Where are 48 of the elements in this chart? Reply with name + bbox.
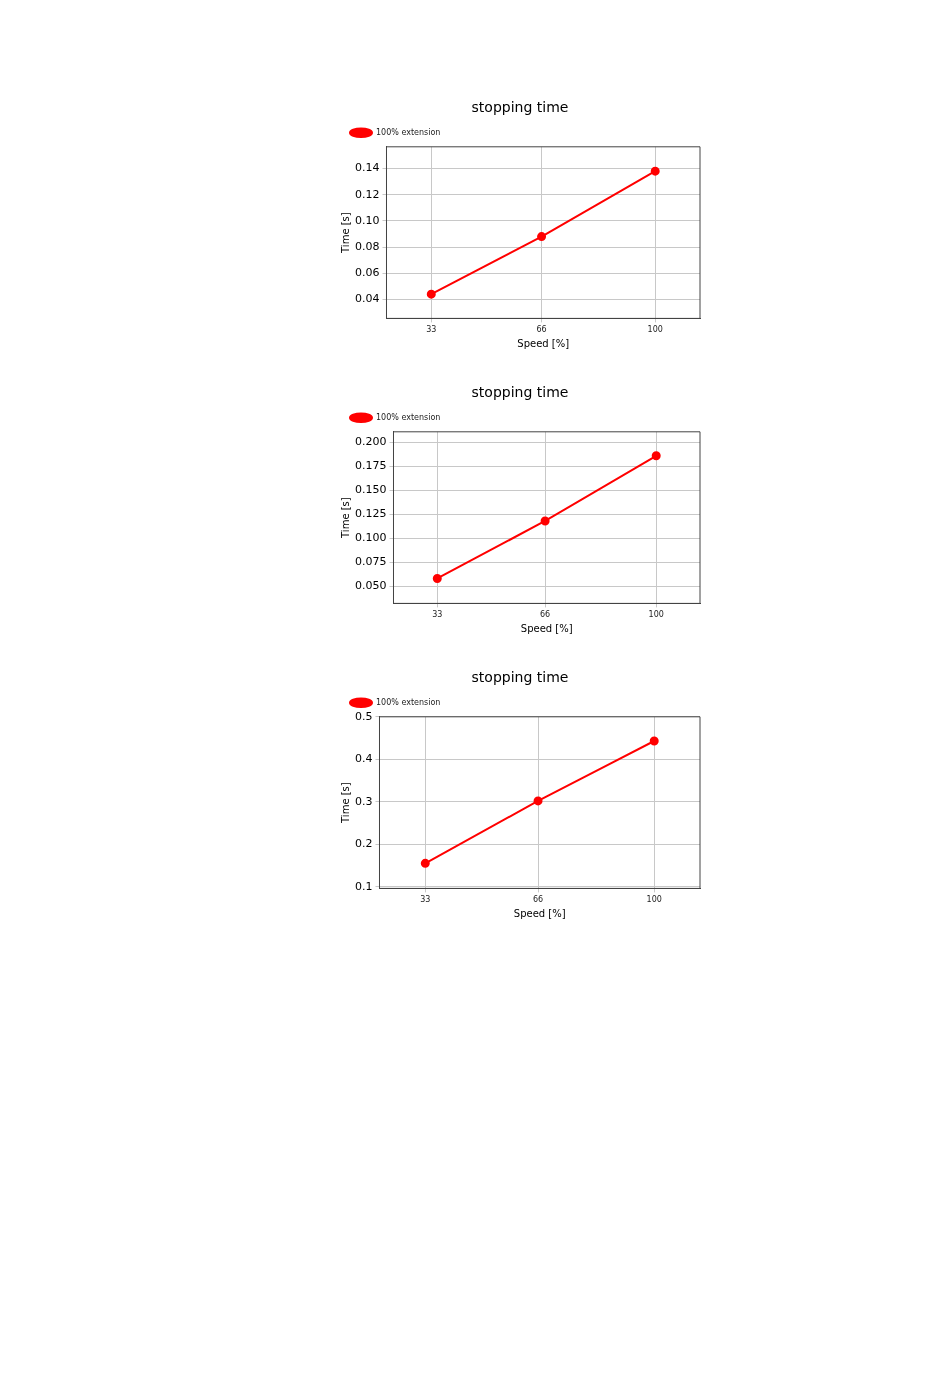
x-tick-label: 66 [532, 895, 544, 905]
y-tick-label: 0.1 [354, 879, 373, 893]
y-axis-title: Time [s] [339, 497, 351, 539]
point [432, 573, 442, 583]
y-axis-title: Time [s] [339, 782, 351, 824]
y-tick-label: 0.125 [354, 507, 387, 521]
x-tick-label: 33 [426, 325, 437, 335]
point [537, 232, 547, 242]
point [533, 796, 543, 806]
x-tick-label: 66 [540, 610, 551, 620]
y-tick-label: 0.04 [354, 292, 380, 306]
x-tick-label: 100 [647, 325, 663, 335]
chart-title: stopping time [471, 384, 569, 401]
y-axis-title: Time [s] [339, 212, 351, 254]
y-tick-label: 0.14 [354, 161, 380, 175]
point [649, 736, 659, 746]
point [426, 289, 436, 299]
y-tick-label: 0.050 [354, 579, 387, 592]
point [650, 166, 660, 176]
y-tick-label: 0.5 [354, 709, 373, 723]
chart-title: stopping time [471, 99, 569, 116]
y-tick-label: 0.3 [354, 794, 373, 808]
x-tick-label: 33 [420, 895, 431, 905]
x-tick-label: 100 [646, 895, 662, 905]
y-tick-label: 0.08 [354, 239, 380, 253]
y-tick-label: 0.2 [354, 837, 373, 851]
y-tick-label: 0.06 [354, 266, 380, 280]
x-axis-title: Speed [%] [520, 622, 573, 634]
legend-label: 100% extension [376, 412, 441, 422]
x-axis-title: Speed [%] [517, 337, 570, 349]
point [651, 451, 661, 461]
legend-label: 100% extension [376, 697, 441, 707]
y-tick-label: 0.075 [354, 555, 387, 569]
point [420, 858, 430, 868]
x-tick-label: 100 [648, 610, 664, 620]
y-tick-label: 0.150 [354, 483, 387, 497]
point [540, 516, 550, 526]
legend-label: 100% extension [376, 127, 441, 137]
chart-title: stopping time [471, 669, 569, 686]
x-tick-label: 66 [536, 325, 547, 335]
x-axis-title: Speed [%] [513, 907, 566, 919]
x-tick-label: 33 [432, 610, 443, 620]
y-tick-label: 0.4 [354, 752, 373, 766]
y-tick-label: 0.200 [354, 435, 387, 449]
y-tick-label: 0.175 [354, 459, 387, 473]
y-tick-label: 0.100 [354, 531, 387, 545]
y-tick-label: 0.12 [354, 187, 380, 201]
y-tick-label: 0.10 [354, 213, 380, 227]
